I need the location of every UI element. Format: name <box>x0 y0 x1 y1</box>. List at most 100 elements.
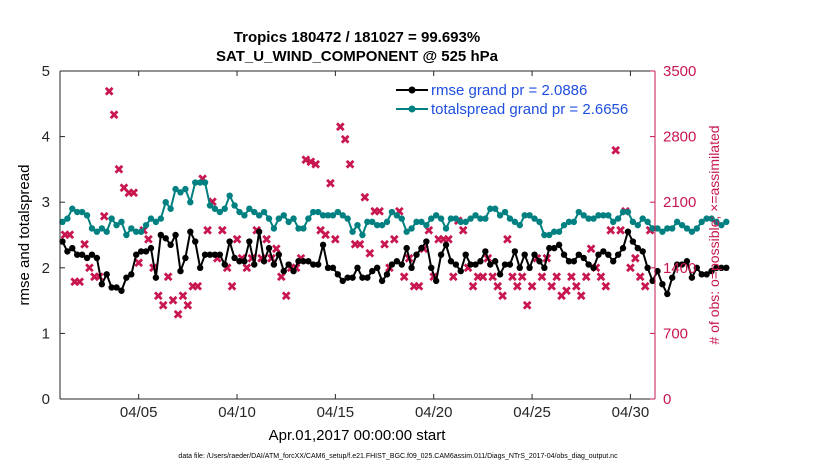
obs-count-marker: ✖ <box>300 153 311 168</box>
plot-content: ✖✖✖✖✖✖✖✖✖✖✖✖✖✖✖✖✖✖✖✖✖✖✖✖✖✖✖✖✖✖✖✖✖✖✖✖✖✖✖✖… <box>59 84 730 322</box>
totalspread-point <box>216 208 224 216</box>
rmse-point <box>639 248 646 255</box>
obs-count-marker: ✖ <box>556 288 567 303</box>
rmse-point <box>177 267 184 275</box>
obs-count-marker: ✖ <box>551 270 562 285</box>
rmse-point <box>187 228 194 235</box>
rmse-point <box>255 228 263 235</box>
obs-count-marker: ✖ <box>335 120 346 135</box>
totalspread-point <box>378 221 386 229</box>
totalspread-point <box>708 215 715 222</box>
obs-count-marker: ✖ <box>168 293 179 308</box>
rmse-point <box>403 244 410 252</box>
totalspread-point <box>157 215 165 222</box>
totalspread-point <box>605 212 612 219</box>
rmse-point <box>226 238 233 245</box>
rmse-point <box>83 254 91 262</box>
obs-count-marker: ✖ <box>276 270 287 285</box>
obs-count-marker: ✖ <box>605 223 616 238</box>
rmse-point <box>339 277 346 285</box>
rmse-point <box>123 274 130 281</box>
rmse-point <box>64 248 71 255</box>
rmse-point <box>329 264 337 271</box>
totalspread-point <box>565 218 573 226</box>
obs-count-marker: ✖ <box>192 279 203 294</box>
totalspread-point <box>251 208 258 216</box>
totalspread-point <box>437 215 445 222</box>
totalspread-point <box>364 218 371 226</box>
totalspread-point <box>167 205 174 212</box>
totalspread-point <box>265 215 273 222</box>
rmse-point <box>324 264 332 271</box>
obs-count-marker: ✖ <box>379 237 390 252</box>
totalspread-point <box>211 205 219 212</box>
rmse-point <box>251 261 258 268</box>
totalspread-point <box>344 215 351 222</box>
totalspread-point <box>688 228 696 235</box>
totalspread-point <box>398 215 405 222</box>
rmse-point <box>541 264 548 271</box>
rmse-point <box>437 251 445 258</box>
totalspread-point <box>418 218 425 226</box>
totalspread-point <box>152 218 160 226</box>
totalspread-point <box>477 215 484 222</box>
totalspread-point <box>403 228 410 235</box>
obs-count-marker: ✖ <box>133 256 144 271</box>
totalspread-point <box>600 212 607 219</box>
obs-count-marker: ✖ <box>340 132 351 147</box>
totalspread-point <box>673 218 681 226</box>
obs-count-marker: ✖ <box>64 228 75 243</box>
rmse-point <box>595 251 602 258</box>
rmse-point <box>157 231 165 239</box>
totalspread-point <box>536 218 543 226</box>
totalspread-point <box>177 189 184 196</box>
totalspread-point <box>98 225 106 232</box>
rmse-point <box>546 244 553 252</box>
rmse-point <box>103 271 110 278</box>
legend-spread-label: totalspread grand pr = 2.6656 <box>431 101 628 118</box>
rmse-point <box>432 277 440 285</box>
obs-count-marker: ✖ <box>104 84 115 99</box>
rmse-point <box>683 258 691 265</box>
totalspread-point <box>570 218 578 226</box>
totalspread-point <box>575 208 582 216</box>
rmse-point <box>378 277 386 285</box>
rmse-point <box>669 274 676 281</box>
rmse-point <box>452 261 460 268</box>
rmse-point <box>128 271 135 278</box>
totalspread-point <box>467 215 474 222</box>
obs-count-marker: ✖ <box>600 279 611 294</box>
totalspread-point <box>590 215 597 222</box>
obs-count-marker: ✖ <box>345 157 356 172</box>
totalspread-point <box>93 228 101 235</box>
rmse-point <box>270 261 278 268</box>
data-file-footer: data file: /Users/raeder/DAI/ATM_forcXX/… <box>178 453 618 460</box>
totalspread-point <box>260 208 268 216</box>
obs-count-marker: ✖ <box>143 232 154 247</box>
rmse-point <box>211 251 219 258</box>
rmse-point <box>290 267 297 275</box>
obs-count-marker: ✖ <box>217 223 228 238</box>
obs-count-marker: ✖ <box>69 274 80 289</box>
rmse-point <box>462 251 469 258</box>
obs-count-marker: ✖ <box>576 288 587 303</box>
totalspread-point <box>546 231 553 239</box>
obs-count-marker: ✖ <box>320 228 331 243</box>
obs-count-marker: ✖ <box>74 274 85 289</box>
rmse-point <box>280 267 287 275</box>
obs-count-marker: ✖ <box>512 279 523 294</box>
totalspread-point <box>334 208 342 216</box>
x-tick-label: 04/25 <box>513 404 551 421</box>
rmse-point <box>521 251 528 258</box>
obs-count-marker: ✖ <box>187 279 198 294</box>
rmse-point <box>383 271 391 278</box>
totalspread-point <box>324 212 332 219</box>
y-right-tick-label: 700 <box>663 325 688 342</box>
rmse-point <box>113 284 120 291</box>
rmse-point <box>649 277 656 285</box>
totalspread-point <box>187 199 194 206</box>
rmse-point <box>457 267 464 275</box>
obs-count-marker: ✖ <box>546 279 557 294</box>
obs-count-marker: ✖ <box>517 270 528 285</box>
rmse-point <box>78 251 86 258</box>
